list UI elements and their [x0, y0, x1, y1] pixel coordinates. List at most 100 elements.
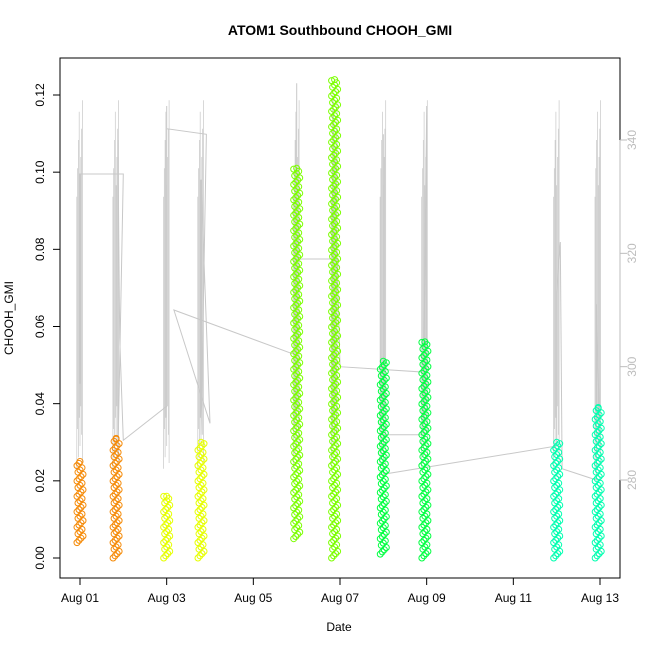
data-point: [73, 508, 81, 516]
data-point: [593, 459, 601, 467]
data-point: [290, 396, 298, 404]
data-point: [75, 521, 83, 529]
data-point: [194, 446, 202, 454]
data-point: [291, 187, 299, 195]
altitude-band-1-0: [163, 100, 170, 469]
data-point: [550, 554, 558, 562]
data-point: [290, 165, 298, 173]
data-point: [552, 506, 560, 514]
data-point: [328, 92, 336, 100]
data-point: [550, 492, 558, 500]
data-point: [330, 490, 338, 498]
x-tick-label: Aug 05: [234, 591, 272, 605]
data-point: [111, 521, 119, 529]
data-point-max: [76, 458, 84, 465]
data-point: [328, 400, 336, 408]
data-point: [291, 480, 299, 488]
data-point: [328, 277, 336, 285]
data-point: [551, 545, 559, 553]
data-point: [290, 211, 298, 219]
data-point: [110, 499, 118, 507]
x-tick-label: Aug 01: [61, 591, 99, 605]
data-point: [592, 530, 600, 538]
data-point: [329, 283, 337, 291]
data-point: [290, 335, 298, 342]
data-point: [419, 514, 427, 522]
data-point: [418, 354, 426, 362]
data-point: [420, 536, 428, 544]
data-point-max: [293, 164, 301, 172]
data-point: [329, 468, 337, 476]
data-point: [330, 536, 338, 544]
data-point: [377, 387, 385, 395]
data-point: [330, 475, 338, 483]
x-axis: Aug 01 Aug 03 Aug 05 Aug 07 Aug 09 Aug 11 Aug …: [61, 577, 619, 605]
data-point: [378, 502, 386, 510]
data-point: [329, 145, 337, 153]
data-point: [419, 437, 427, 445]
data-point: [377, 541, 385, 549]
data-point: [330, 105, 338, 113]
data-point: [290, 473, 298, 481]
data-point: [291, 203, 299, 210]
data-point: [194, 523, 202, 531]
data-point: [330, 290, 338, 298]
y-tick-label: 0.02: [33, 469, 47, 493]
data-point: [196, 459, 204, 467]
data-point: [591, 492, 599, 500]
data-point: [292, 255, 300, 263]
y-tick-label: 0.12: [33, 83, 47, 107]
data-point: [292, 348, 300, 356]
data-point: [378, 425, 386, 433]
data-point: [418, 431, 426, 439]
data-point: [328, 354, 336, 362]
data-point: [330, 506, 338, 514]
data-point: [591, 539, 599, 547]
data-point: [420, 459, 428, 467]
data-point: [378, 409, 386, 417]
data-point: [109, 477, 117, 485]
data-point: [290, 535, 298, 543]
data-point: [329, 376, 337, 384]
data-point: [195, 484, 203, 492]
data-point: [196, 475, 204, 483]
data-point: [418, 446, 426, 454]
series-0: [73, 434, 123, 562]
data-point: [111, 536, 119, 544]
data-point: [329, 391, 337, 399]
data-point: [328, 431, 336, 439]
data-point: [419, 545, 427, 553]
data-point: [419, 484, 427, 492]
data-point: [551, 484, 559, 492]
data-point: [330, 305, 338, 313]
data-point: [329, 484, 337, 492]
data-point: [550, 446, 558, 454]
data-point: [328, 246, 336, 254]
data-point: [328, 508, 336, 516]
data-point: [290, 442, 298, 450]
data-point: [330, 275, 338, 283]
data-point: [162, 506, 170, 514]
data-point: [292, 209, 300, 217]
data-point: [418, 415, 426, 423]
data-point: [111, 459, 119, 467]
data-point: [591, 523, 599, 531]
data-point: [329, 530, 337, 538]
data-point: [291, 495, 299, 503]
data-point: [74, 514, 82, 522]
data-point: [592, 545, 600, 553]
data-point: [161, 514, 169, 522]
data-point: [292, 332, 300, 340]
data-point: [418, 385, 426, 393]
data-point: [592, 422, 600, 430]
data-point: [377, 480, 385, 488]
data-point: [418, 523, 426, 531]
data-point: [418, 508, 426, 516]
data-point: [328, 215, 336, 223]
data-point: [291, 233, 299, 241]
data-point: [328, 231, 336, 239]
data-point: [329, 191, 337, 199]
data-point: [160, 508, 168, 516]
data-point: [290, 504, 298, 512]
